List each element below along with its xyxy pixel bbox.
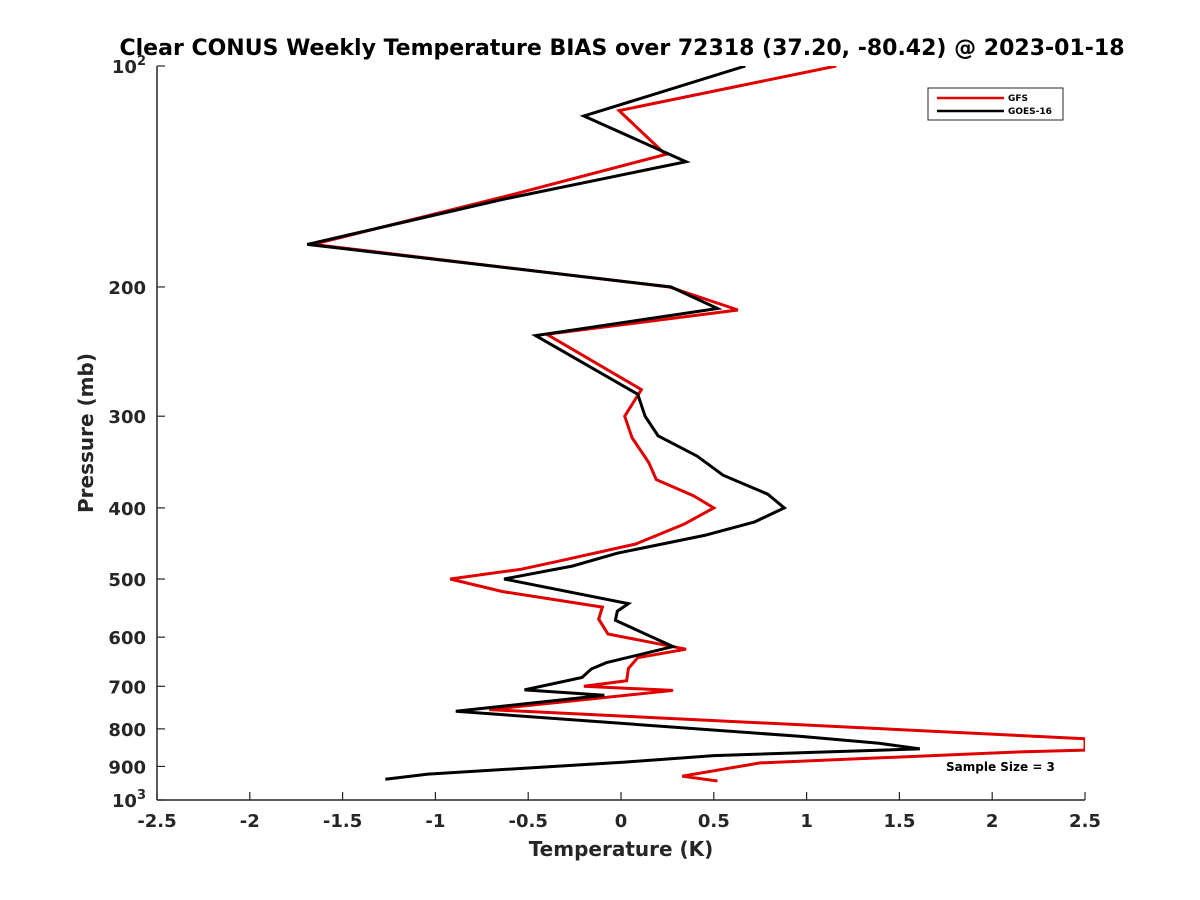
- y-tick-label: 500: [108, 570, 146, 591]
- x-tick-label: 1.5: [883, 811, 915, 832]
- x-tick-label: 0: [615, 811, 628, 832]
- plot-area: -2.5 -2 -1.5 -1 -0.5 0 0.5 1 1.5 2 2.5 10220030040…: [108, 54, 1101, 832]
- y-tick-label: 102: [112, 54, 146, 78]
- y-tick-label-exponent: 3: [137, 788, 146, 803]
- x-tick-label: -2.5: [137, 811, 176, 832]
- legend-label: GOES-16: [1008, 107, 1052, 117]
- x-axis-label: Temperature (K): [529, 837, 714, 861]
- x-tick-label: -1.5: [323, 811, 362, 832]
- chart-title: Clear CONUS Weekly Temperature BIAS over…: [119, 36, 1124, 61]
- series-layer: [306, 66, 1085, 783]
- y-tick-label: 300: [108, 407, 146, 428]
- x-tick-label: -1: [425, 811, 445, 832]
- sample-size-annotation: Sample Size = 3: [946, 760, 1055, 774]
- y-tick-label: 900: [108, 757, 146, 778]
- series-line-goes-16: [306, 66, 921, 781]
- legend-box: [927, 87, 1064, 121]
- y-tick-label: 103: [112, 788, 146, 812]
- x-tick-label: -2: [240, 811, 260, 832]
- legend-entries: GFS GOES-16: [937, 94, 1052, 117]
- y-tick-label: 800: [108, 720, 146, 741]
- y-axis-label: Pressure (mb): [74, 353, 98, 513]
- x-tick-label: 0.5: [698, 811, 730, 832]
- x-tick-label: 2.5: [1069, 811, 1101, 832]
- x-ticks: -2.5 -2 -1.5 -1 -0.5 0 0.5 1 1.5 2 2.5: [137, 792, 1101, 832]
- x-tick-label: 1: [800, 811, 813, 832]
- x-tick-label: 2: [986, 811, 999, 832]
- y-tick-label: 700: [108, 677, 146, 698]
- y-tick-label: 400: [108, 499, 146, 520]
- y-tick-label-base: 10: [112, 791, 137, 812]
- y-tick-label: 600: [108, 628, 146, 649]
- series-line-gfs: [312, 66, 1085, 783]
- y-tick-label-base: 10: [112, 57, 137, 78]
- y-tick-label: 200: [108, 278, 146, 299]
- legend: GFS GOES-16: [927, 87, 1064, 121]
- legend-label: GFS: [1008, 94, 1028, 104]
- x-tick-label: -0.5: [509, 811, 548, 832]
- y-tick-label-exponent: 2: [137, 54, 146, 69]
